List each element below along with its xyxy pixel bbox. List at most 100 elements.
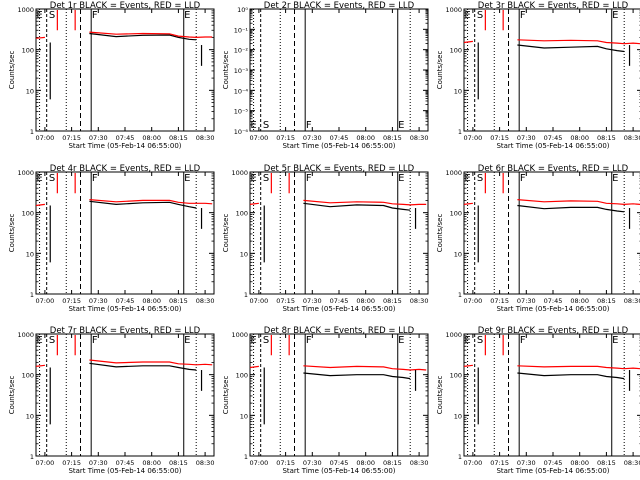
- y-tick-label: 100: [236, 210, 248, 218]
- marker-label: E: [464, 335, 470, 346]
- y-tick-label: 100: [450, 47, 462, 55]
- x-tick-label: 08:00: [356, 297, 375, 305]
- y-axis-label: Counts/sec: [436, 376, 444, 415]
- y-tick-label: 10⁻⁴: [234, 87, 249, 95]
- marker-label: E: [398, 120, 404, 131]
- plot-title: Det 3r BLACK = Events, RED = LLD: [478, 1, 629, 11]
- y-tick-label: 1000: [17, 331, 34, 339]
- y-tick-label: 10: [454, 87, 462, 95]
- x-axis-label: Start Time (05-Feb-14 06:55:00): [496, 305, 609, 313]
- y-axis-label: Counts/sec: [8, 51, 16, 90]
- marker-label: E: [36, 173, 42, 184]
- x-tick-label: 07:45: [116, 297, 135, 305]
- plot-frame: [249, 8, 429, 132]
- y-axis-label: Counts/sec: [8, 214, 16, 253]
- x-tick-label: 08:30: [410, 459, 429, 467]
- x-tick-label: 07:45: [330, 459, 349, 467]
- plot-title: Det 5r BLACK = Events, RED = LLD: [264, 164, 415, 174]
- marker-label: E: [464, 173, 470, 184]
- y-tick-label: 10⁻¹: [234, 26, 249, 34]
- plot-frame: [463, 171, 640, 295]
- x-tick-label: 08:15: [169, 459, 188, 467]
- x-tick-label: 08:00: [356, 134, 375, 142]
- y-axis-label: Counts/sec: [222, 376, 230, 415]
- marker-label: S: [49, 335, 55, 346]
- y-tick-label: 100: [22, 47, 34, 55]
- plot-title: Det 7r BLACK = Events, RED = LLD: [50, 326, 201, 336]
- x-tick-label: 07:30: [89, 134, 108, 142]
- x-axis-label: Start Time (05-Feb-14 06:55:00): [68, 467, 181, 475]
- x-tick-label: 07:15: [276, 134, 295, 142]
- x-tick-label: 07:45: [544, 134, 563, 142]
- marker-label: E: [36, 10, 42, 21]
- y-axis-label: Counts/sec: [436, 214, 444, 253]
- marker-label: E: [250, 173, 256, 184]
- x-tick-label: 07:00: [250, 459, 269, 467]
- y-tick-label: 1000: [445, 6, 462, 14]
- y-tick-label: 1000: [17, 6, 34, 14]
- y-axis-label: Counts/sec: [222, 51, 230, 90]
- x-tick-label: 07:30: [89, 297, 108, 305]
- marker-label: F: [92, 335, 98, 346]
- x-tick-label: 07:30: [517, 297, 536, 305]
- y-tick-label: 1000: [17, 169, 34, 177]
- x-tick-label: 08:00: [356, 459, 375, 467]
- x-tick-label: 07:30: [517, 134, 536, 142]
- marker-label: F: [306, 173, 312, 184]
- plot-frame: [463, 333, 640, 457]
- x-tick-label: 08:30: [196, 134, 215, 142]
- x-tick-label: 07:45: [330, 297, 349, 305]
- y-tick-label: 10: [240, 412, 248, 420]
- marker-label: S: [49, 173, 55, 184]
- y-tick-label: 10⁻⁵: [234, 108, 249, 116]
- y-axis-label: Counts/sec: [436, 51, 444, 90]
- plot-frame: [35, 171, 215, 295]
- x-tick-label: 08:15: [169, 297, 188, 305]
- marker-label: E: [398, 173, 404, 184]
- marker-label: S: [49, 10, 55, 21]
- lld-series-line: [463, 364, 640, 370]
- lld-series-line: [35, 359, 213, 367]
- x-tick-label: 08:30: [410, 134, 429, 142]
- y-tick-label: 1: [30, 453, 34, 461]
- x-tick-label: 07:15: [62, 297, 81, 305]
- x-tick-label: 07:30: [89, 459, 108, 467]
- marker-label: E: [184, 335, 190, 346]
- x-tick-label: 08:30: [196, 459, 215, 467]
- marker-label: E: [184, 10, 190, 21]
- x-axis-label: Start Time (05-Feb-14 06:55:00): [496, 142, 609, 150]
- x-tick-label: 07:15: [490, 297, 509, 305]
- x-tick-label: 07:45: [116, 459, 135, 467]
- y-tick-label: 1: [30, 128, 34, 136]
- plot-title: Det 1r BLACK = Events, RED = LLD: [50, 1, 201, 11]
- x-tick-label: 07:15: [490, 134, 509, 142]
- x-tick-label: 08:00: [142, 459, 161, 467]
- plot-title: Det 9r BLACK = Events, RED = LLD: [478, 326, 629, 336]
- y-axis-label: Counts/sec: [8, 376, 16, 415]
- y-tick-label: 10: [240, 250, 248, 258]
- x-tick-label: 07:15: [62, 459, 81, 467]
- marker-label: F: [520, 10, 526, 21]
- plot-frame: [249, 171, 429, 295]
- marker-label: F: [520, 335, 526, 346]
- marker-label: F: [92, 10, 98, 21]
- events-series-line: [89, 362, 197, 371]
- events-series-line: [89, 200, 197, 209]
- marker-label: S: [477, 10, 483, 21]
- y-tick-label: 1: [244, 453, 248, 461]
- x-tick-label: 08:30: [624, 134, 640, 142]
- x-tick-label: 08:00: [570, 297, 589, 305]
- x-tick-label: 07:45: [330, 134, 349, 142]
- marker-label: S: [477, 335, 483, 346]
- y-axis-label: Counts/sec: [222, 214, 230, 253]
- y-tick-label: 1: [30, 291, 34, 299]
- x-tick-label: 08:00: [142, 297, 161, 305]
- x-axis-label: Start Time (05-Feb-14 06:55:00): [282, 467, 395, 475]
- plot-title: Det 2r BLACK = Events, RED = LLD: [264, 1, 415, 11]
- x-tick-label: 07:00: [464, 134, 483, 142]
